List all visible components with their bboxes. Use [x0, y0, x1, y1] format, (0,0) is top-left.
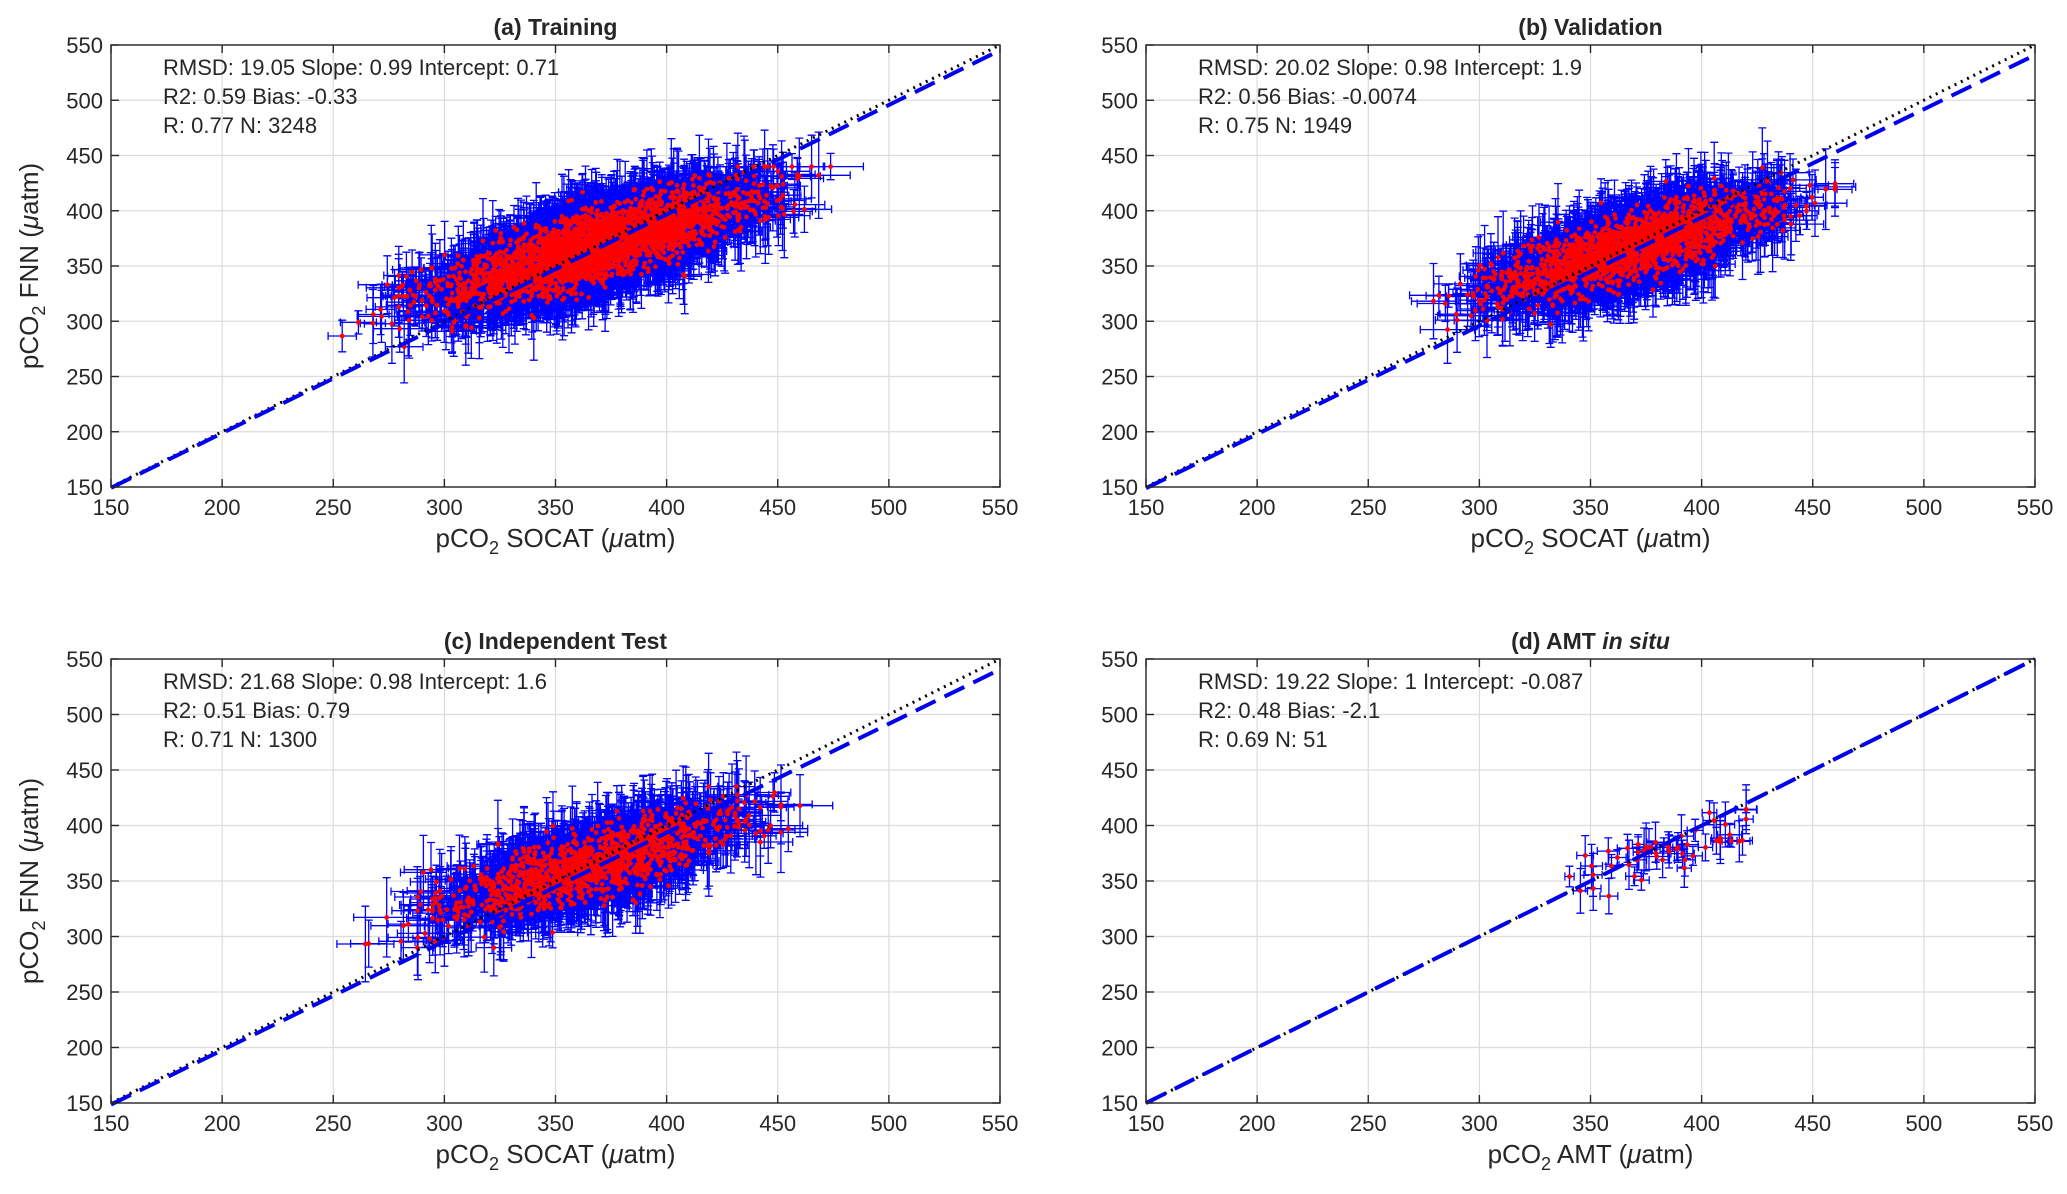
data-point: [593, 200, 599, 205]
data-point: [449, 324, 455, 330]
data-point: [397, 326, 403, 332]
data-point: [356, 320, 361, 325]
data-point: [378, 307, 383, 312]
data-point: [816, 172, 822, 178]
data-point: [738, 206, 744, 211]
data-point: [609, 271, 615, 277]
data-point: [370, 312, 376, 317]
data-point: [764, 193, 769, 198]
data-point: [574, 297, 580, 303]
data-point: [449, 328, 455, 334]
data-point: [775, 168, 781, 174]
data-point: [460, 257, 466, 263]
data-point: [727, 214, 732, 220]
data-point: [432, 310, 438, 316]
data-point: [756, 183, 762, 189]
data-point: [781, 212, 787, 217]
data-point: [630, 264, 635, 270]
data-point: [780, 206, 785, 211]
data-point: [744, 214, 749, 220]
data-point: [552, 219, 558, 224]
data-point: [633, 196, 639, 202]
data-point: [697, 175, 702, 181]
data-point: [762, 164, 767, 170]
data-point: [711, 244, 717, 250]
data-point: [407, 288, 413, 293]
data-point: [529, 293, 534, 299]
data-point: [508, 299, 514, 305]
data-point: [675, 261, 681, 267]
data-point: [809, 164, 814, 170]
data-point: [647, 258, 653, 264]
data-point: [515, 247, 521, 252]
data-point: [791, 209, 796, 214]
data-point: [750, 207, 756, 213]
data-point: [676, 255, 682, 261]
data-point: [544, 229, 549, 234]
data-point: [379, 314, 384, 319]
data-point: [583, 213, 588, 218]
data-point: [751, 181, 757, 187]
data-point: [540, 294, 546, 300]
data-point: [768, 183, 774, 189]
data-point: [457, 270, 462, 276]
data-point: [753, 212, 759, 217]
data-point: [463, 324, 468, 329]
data-point: [468, 325, 474, 331]
data-point: [711, 180, 716, 186]
data-point: [586, 295, 591, 300]
data-point: [828, 164, 833, 170]
data-point: [802, 206, 807, 212]
data-point: [507, 242, 513, 248]
data-point: [657, 179, 663, 185]
data-point: [650, 187, 656, 193]
data-point: [776, 213, 781, 219]
data-point: [457, 275, 462, 280]
data-points: [327, 129, 865, 384]
data-point: [779, 174, 784, 179]
data-point: [410, 292, 416, 298]
panel-training: 150 200 250 300 350 400 450 500 5501502002503003…: [14, 14, 1018, 558]
data-point: [528, 237, 534, 243]
data-point: [508, 237, 513, 243]
data-point: [668, 180, 674, 185]
data-point: [691, 183, 696, 188]
data-point: [580, 189, 585, 195]
data-point: [493, 228, 499, 233]
data-point: [419, 298, 425, 303]
data-point: [451, 273, 456, 279]
data-point: [762, 217, 768, 222]
data-point: [735, 164, 741, 170]
data-point: [411, 299, 417, 305]
data-point: [553, 281, 559, 286]
data-point: [589, 210, 594, 216]
data-point: [423, 289, 429, 295]
data-point: [681, 182, 687, 187]
data-point: [486, 304, 491, 310]
data-point: [429, 317, 435, 323]
data-point: [545, 300, 550, 305]
data-point: [418, 267, 424, 273]
data-point: [417, 282, 422, 288]
data-point: [704, 181, 709, 187]
data-point: [599, 199, 604, 204]
data-point: [771, 164, 776, 170]
data-point: [719, 224, 724, 229]
data-point: [573, 291, 579, 296]
data-point: [406, 317, 412, 323]
data-point: [774, 183, 780, 189]
data-point: [653, 194, 659, 199]
data-point: [490, 240, 496, 246]
data-point: [755, 200, 761, 206]
data-point: [722, 235, 728, 240]
data-point: [629, 200, 634, 206]
